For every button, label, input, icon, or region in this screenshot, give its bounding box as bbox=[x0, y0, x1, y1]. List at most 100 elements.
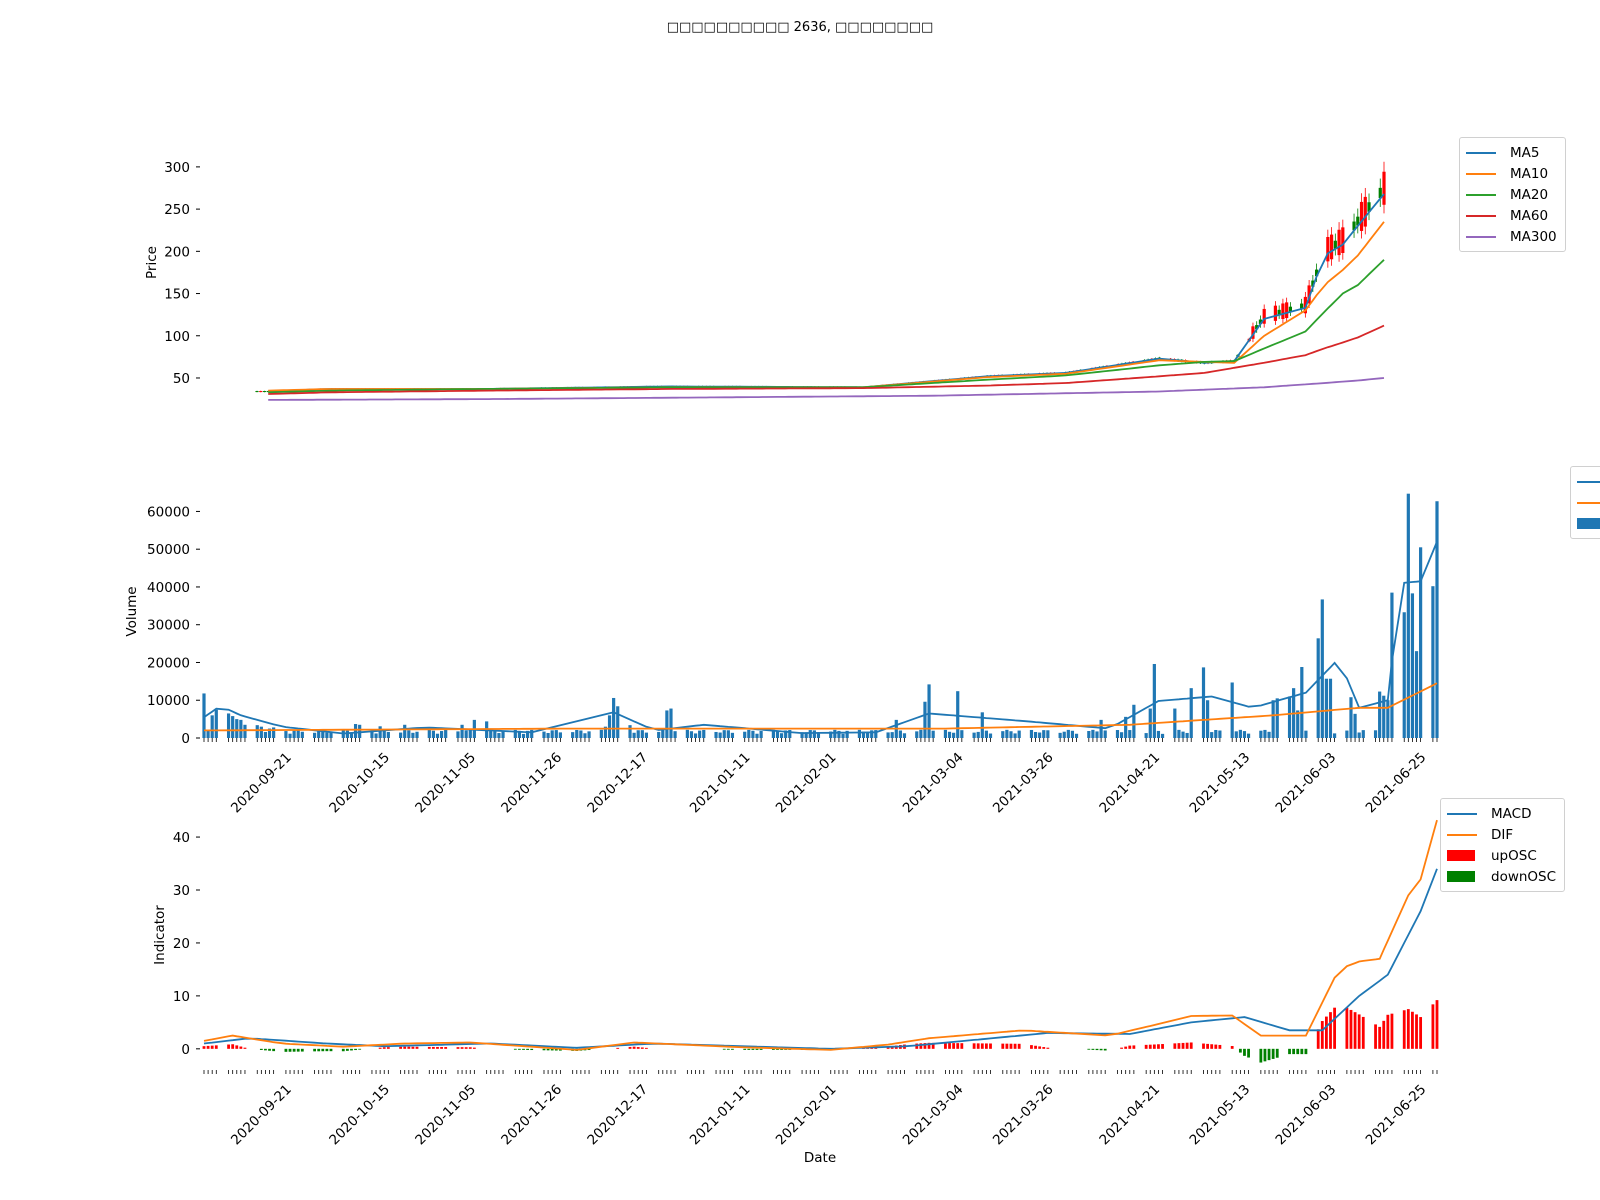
uposc-bar bbox=[386, 1047, 390, 1049]
volume-bar bbox=[546, 732, 550, 738]
volume-bar bbox=[931, 730, 935, 738]
uposc-bar bbox=[927, 1042, 931, 1049]
downosc-bar bbox=[1300, 1048, 1304, 1055]
volume-bar bbox=[1074, 733, 1079, 738]
volume-bar bbox=[313, 732, 317, 738]
volume-bar bbox=[1210, 732, 1214, 738]
price-ytick-label: 100 bbox=[164, 329, 190, 345]
downosc-bar bbox=[755, 1048, 759, 1050]
volume-bar bbox=[378, 726, 382, 738]
legend-label-macd: MACD bbox=[1491, 805, 1532, 822]
volume-bar bbox=[1361, 730, 1365, 738]
downosc-bar bbox=[513, 1048, 517, 1050]
candle-body bbox=[1258, 319, 1263, 324]
volume-bar bbox=[898, 730, 902, 738]
uposc-bar bbox=[1353, 1012, 1357, 1049]
downosc-bar bbox=[288, 1048, 292, 1052]
volume-bar bbox=[603, 726, 608, 738]
downosc-bar bbox=[1095, 1048, 1099, 1051]
volume-xtick-label: 2020-11-26 bbox=[498, 750, 565, 817]
price-ylabel: Price bbox=[144, 246, 160, 279]
uposc-bar bbox=[1005, 1043, 1009, 1049]
uposc-bar bbox=[1034, 1045, 1037, 1049]
volume-bar bbox=[1275, 698, 1279, 738]
uposc-bar bbox=[956, 1043, 960, 1049]
downosc-bar bbox=[1091, 1048, 1095, 1050]
volume-bar bbox=[1177, 729, 1181, 738]
volume-bar bbox=[730, 732, 735, 738]
volume-bar bbox=[1091, 729, 1095, 738]
volume-bar bbox=[1099, 719, 1103, 738]
volume-bar bbox=[1103, 730, 1107, 738]
downosc-bar bbox=[341, 1048, 345, 1052]
volume-bar bbox=[1066, 729, 1070, 738]
candle-body bbox=[1329, 234, 1334, 260]
volume-bar bbox=[1402, 612, 1406, 738]
indicator-ytick-label: 40 bbox=[173, 830, 190, 846]
volume-bar bbox=[513, 729, 517, 738]
legend-label-ma300: MA300 bbox=[1510, 228, 1557, 245]
volume-bar bbox=[235, 719, 239, 738]
uposc-bar bbox=[1152, 1044, 1156, 1049]
volume-bar bbox=[1005, 729, 1009, 738]
downosc-bar bbox=[530, 1048, 534, 1051]
volume-bar bbox=[575, 729, 579, 738]
volume-bar bbox=[1406, 493, 1410, 738]
indicator-xtick-label: 2021-06-03 bbox=[1273, 1082, 1340, 1149]
volume-bar bbox=[829, 731, 833, 738]
candle-body bbox=[1363, 196, 1367, 227]
uposc-bar bbox=[243, 1047, 247, 1049]
downosc-bar bbox=[546, 1048, 550, 1051]
legend-label-ma10: MA10 bbox=[1510, 165, 1549, 182]
price-ytick-label: 200 bbox=[164, 244, 190, 260]
candle-body bbox=[1303, 296, 1307, 314]
volume-bar bbox=[370, 731, 374, 738]
candle-body bbox=[1341, 227, 1345, 253]
volume-bar bbox=[837, 730, 841, 738]
downosc-bar bbox=[771, 1048, 775, 1050]
candle-body bbox=[1356, 216, 1360, 226]
uposc-bar bbox=[985, 1043, 988, 1049]
uposc-bar bbox=[948, 1043, 951, 1049]
volume-bar bbox=[554, 730, 558, 738]
indicator-xtick-label: 2020-12-17 bbox=[584, 1082, 651, 1149]
volume-bar bbox=[427, 729, 431, 738]
uposc-bar bbox=[1357, 1014, 1361, 1049]
volume-bar bbox=[886, 732, 890, 738]
volume-bar bbox=[640, 730, 644, 738]
downosc-bar bbox=[329, 1048, 333, 1052]
volume-bar bbox=[464, 730, 468, 738]
volume-bar bbox=[861, 731, 866, 738]
legend-item-volume-ma-long bbox=[1577, 492, 1600, 513]
indicator-xtick-label: 2021-04-21 bbox=[1096, 1082, 1163, 1149]
downosc-bar bbox=[313, 1048, 317, 1052]
volume-xtick-label: 2021-06-25 bbox=[1363, 750, 1430, 817]
uposc-bar bbox=[1132, 1045, 1136, 1049]
volume-bar bbox=[431, 730, 435, 738]
volume-bar bbox=[808, 730, 812, 738]
candle-body bbox=[1315, 269, 1319, 277]
uposc-bar bbox=[1361, 1016, 1365, 1049]
volume-bar bbox=[1263, 729, 1267, 738]
volume-bar bbox=[1115, 730, 1120, 738]
downosc-bar bbox=[776, 1048, 779, 1050]
downosc-bar bbox=[1296, 1048, 1300, 1055]
uposc-bar bbox=[415, 1046, 419, 1049]
uposc-bar bbox=[1173, 1043, 1177, 1049]
volume-panel: 0 10000 20000 30000 40000 50000 60000 Volume 202… bbox=[124, 493, 1439, 817]
volume-bar bbox=[693, 733, 698, 738]
volume-bar bbox=[1349, 697, 1353, 738]
downosc-bar bbox=[325, 1048, 329, 1052]
uposc-bar bbox=[1345, 1007, 1349, 1049]
downosc-bar bbox=[259, 1048, 263, 1050]
uposc-bar bbox=[1415, 1014, 1418, 1049]
volume-ytick-label: 60000 bbox=[147, 504, 190, 520]
uposc-bar bbox=[1157, 1044, 1160, 1049]
indicator-xtick-label: 2021-03-04 bbox=[900, 1082, 967, 1149]
volume-bar bbox=[259, 726, 263, 738]
volume-bar bbox=[206, 730, 210, 738]
volume-ytick-label: 50000 bbox=[147, 542, 190, 558]
volume-bar bbox=[1316, 638, 1320, 738]
uposc-bar bbox=[444, 1047, 448, 1049]
uposc-bar bbox=[456, 1047, 460, 1049]
